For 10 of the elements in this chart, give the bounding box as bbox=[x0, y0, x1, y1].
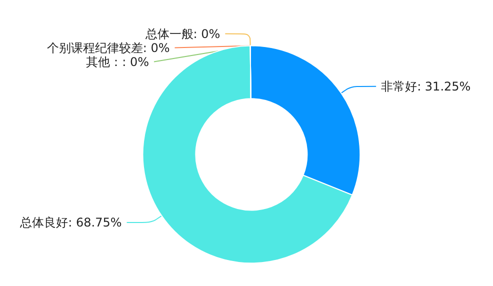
category-label: 其他 bbox=[86, 54, 110, 69]
slice-label: 总体良好 bbox=[19, 216, 68, 230]
category-label: 个别课程纪律较差 bbox=[46, 40, 143, 55]
text: : 0% bbox=[193, 26, 220, 41]
category-label: 总体一般 bbox=[145, 26, 194, 41]
text: ：: 0% bbox=[110, 54, 149, 69]
data-label: : 68.75% bbox=[68, 216, 122, 230]
slice-label: 非常好 bbox=[381, 79, 418, 94]
text: : 0% bbox=[142, 40, 170, 55]
data-label: : 31.25% bbox=[417, 79, 471, 94]
